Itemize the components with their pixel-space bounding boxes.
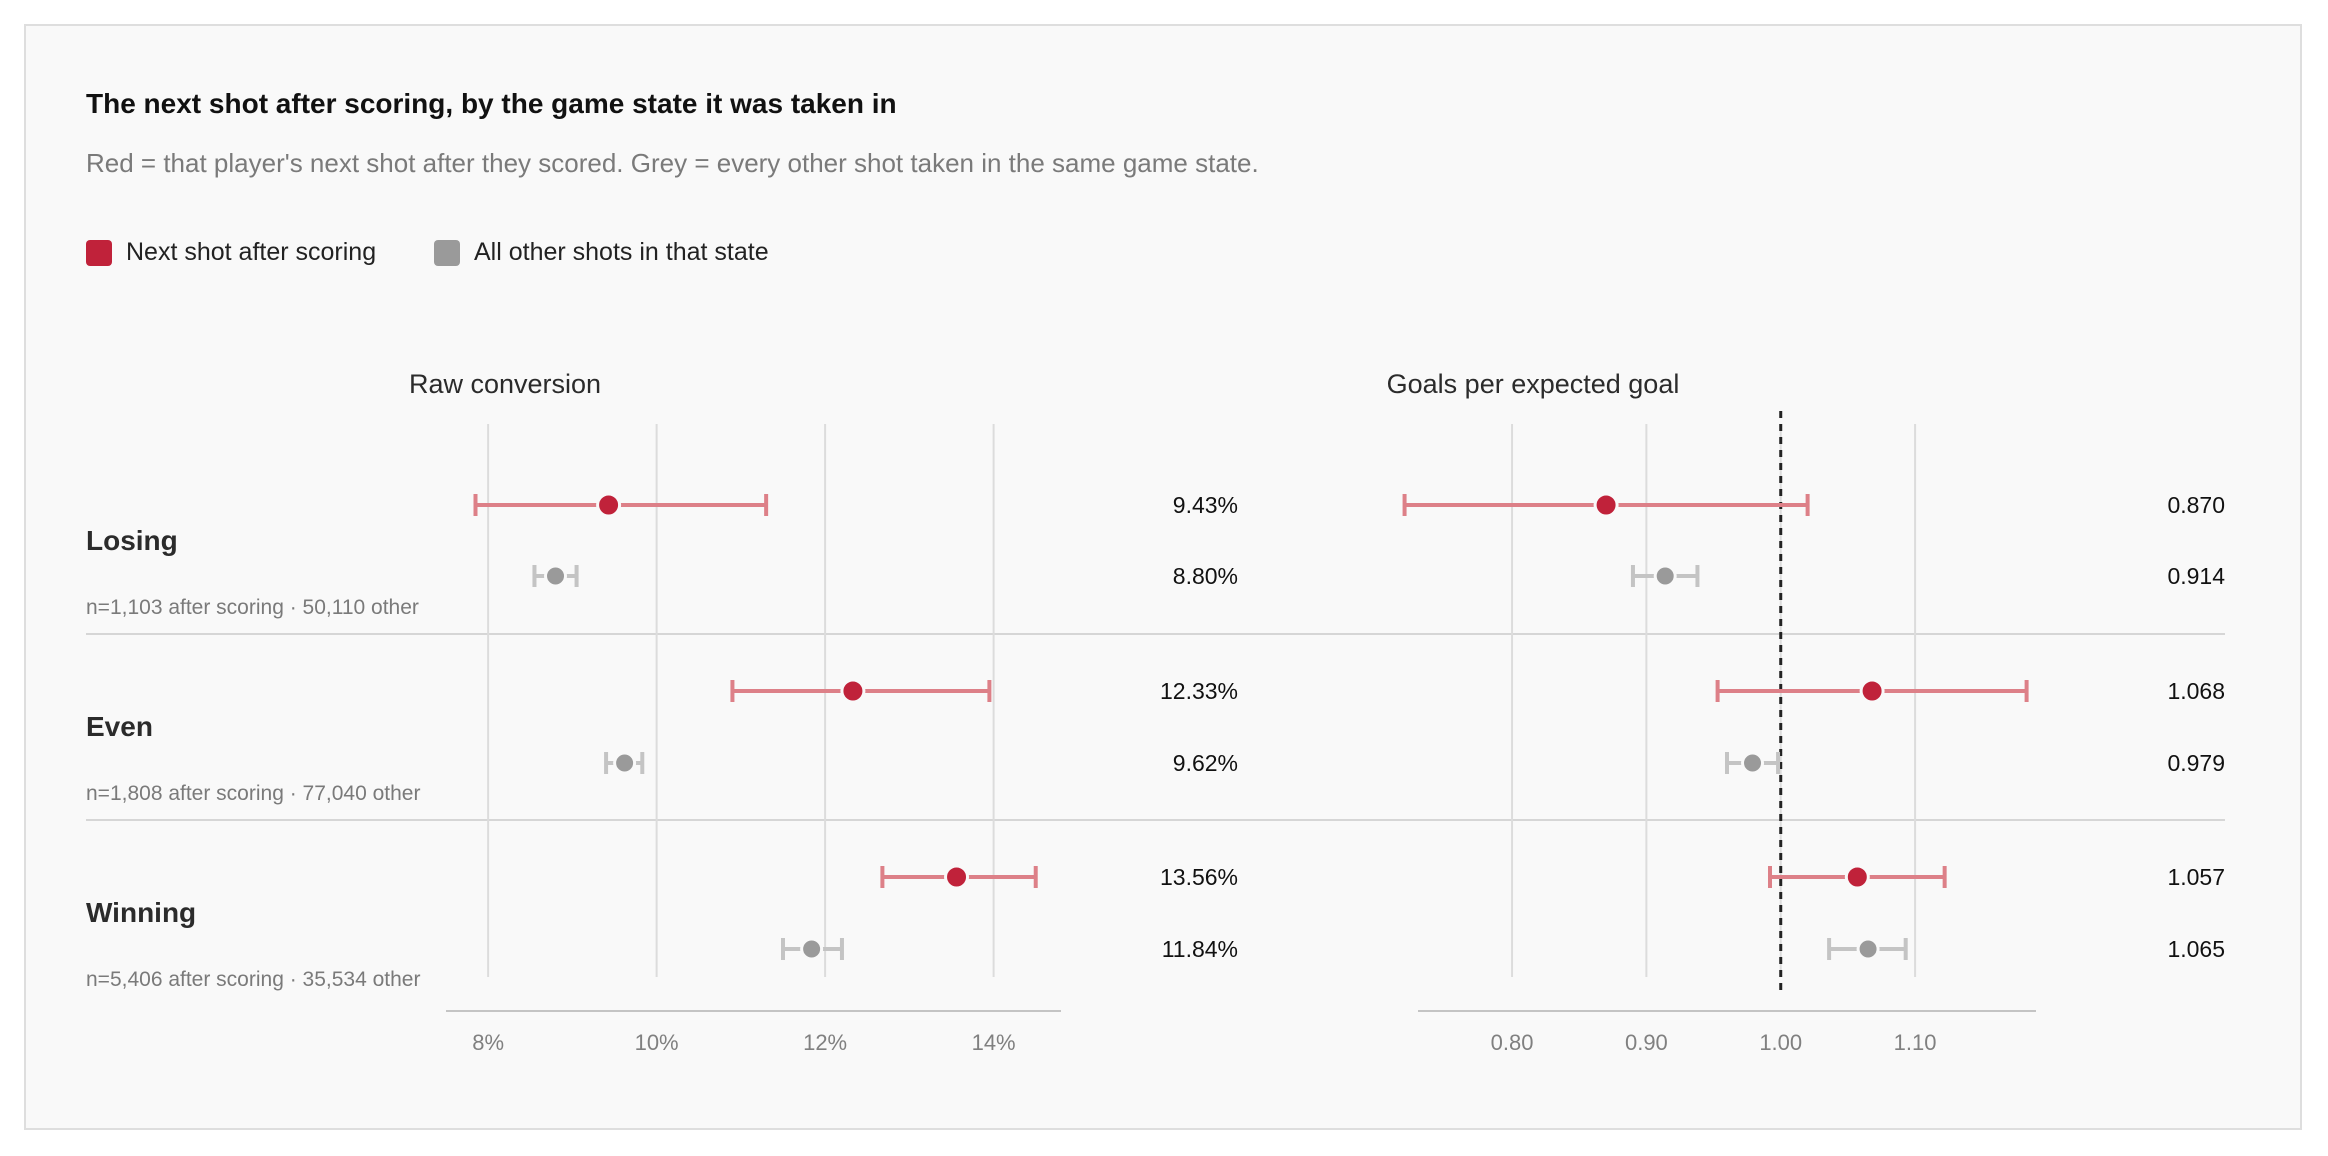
data-point-after — [944, 864, 970, 890]
row-sample-note: n=5,406 after scoring · 35,534 other — [86, 968, 420, 991]
data-point-after — [596, 492, 622, 518]
x-tick-label: 10% — [635, 1030, 679, 1055]
chart-card — [24, 24, 2302, 1130]
value-label-other: 0.979 — [2167, 750, 2225, 776]
x-tick-label: 0.80 — [1491, 1030, 1534, 1055]
panel-title: Raw conversion — [409, 369, 601, 399]
row-label-even: Even — [86, 711, 153, 742]
value-label-after: 13.56% — [1160, 864, 1238, 890]
data-point-other — [1856, 937, 1880, 961]
legend-label: Next shot after scoring — [126, 238, 377, 266]
legend-swatch-red — [86, 239, 112, 266]
value-label-after: 12.33% — [1160, 678, 1238, 704]
row-sample-note: n=1,103 after scoring · 50,110 other — [86, 596, 419, 619]
value-label-after: 1.057 — [2167, 864, 2225, 890]
chart-title: The next shot after scoring, by the game… — [86, 88, 897, 119]
data-point-after — [840, 678, 866, 704]
value-label-other: 0.914 — [2167, 563, 2225, 589]
legend-item-other-shots: All other shots in that state — [434, 238, 769, 267]
data-point-after — [1593, 492, 1619, 518]
row-label-losing: Losing — [86, 525, 178, 556]
x-tick-label: 1.00 — [1759, 1030, 1802, 1055]
data-point-after — [1859, 678, 1885, 704]
value-label-after: 9.43% — [1173, 492, 1238, 518]
legend-swatch-grey — [434, 239, 460, 266]
value-label-other: 11.84% — [1162, 936, 1238, 962]
legend-label: All other shots in that state — [474, 238, 769, 266]
legend-item-after-scoring: Next shot after scoring — [86, 238, 376, 267]
chart-subtitle: Red = that player's next shot after they… — [86, 148, 1259, 178]
x-tick-label: 1.10 — [1894, 1030, 1937, 1055]
x-tick-label: 14% — [972, 1030, 1016, 1055]
value-label-other: 9.62% — [1173, 750, 1238, 776]
data-point-after — [1844, 864, 1870, 890]
data-point-other — [1741, 751, 1765, 775]
value-label-other: 1.065 — [2167, 936, 2225, 962]
row-sample-note: n=1,808 after scoring · 77,040 other — [86, 782, 420, 805]
row-label-winning: Winning — [86, 897, 196, 928]
data-point-other — [1653, 564, 1677, 588]
panel-title: Goals per expected goal — [1387, 369, 1680, 399]
x-tick-label: 12% — [803, 1030, 847, 1055]
value-label-after: 1.068 — [2167, 678, 2225, 704]
data-point-other — [613, 751, 637, 775]
value-label-other: 8.80% — [1173, 563, 1238, 589]
data-point-other — [544, 564, 568, 588]
x-tick-label: 0.90 — [1625, 1030, 1668, 1055]
value-label-after: 0.870 — [2167, 492, 2225, 518]
data-point-other — [800, 937, 824, 961]
x-tick-label: 8% — [472, 1030, 504, 1055]
